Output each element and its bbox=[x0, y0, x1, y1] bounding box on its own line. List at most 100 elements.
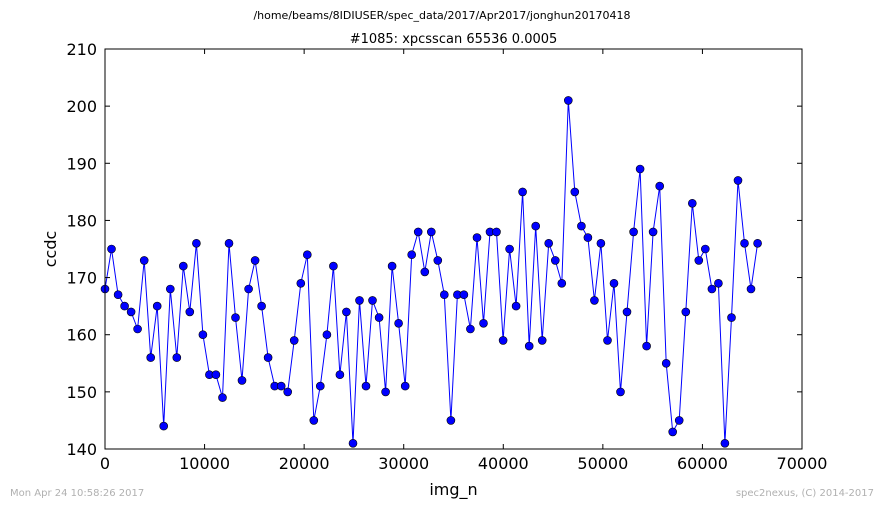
data-point bbox=[413, 227, 423, 237]
data-point bbox=[720, 438, 730, 448]
data-point bbox=[727, 313, 736, 322]
data-point bbox=[107, 244, 116, 254]
data-point bbox=[583, 233, 593, 242]
data-point bbox=[681, 307, 691, 317]
data-point bbox=[563, 96, 573, 105]
x-tick-label: 50000 bbox=[577, 454, 628, 473]
data-point bbox=[185, 307, 195, 317]
y-tick-label: 150 bbox=[66, 383, 97, 402]
data-point bbox=[642, 341, 651, 351]
data-point bbox=[740, 239, 749, 248]
data-point bbox=[231, 313, 240, 322]
x-tick-label: 10000 bbox=[179, 454, 230, 473]
y-tick-label: 170 bbox=[66, 269, 97, 288]
data-point bbox=[283, 387, 293, 397]
axes-frame bbox=[104, 48, 803, 450]
data-point bbox=[368, 296, 377, 305]
data-point bbox=[387, 261, 397, 271]
data-point bbox=[707, 284, 717, 294]
y-tick-label: 140 bbox=[66, 440, 97, 459]
data-point bbox=[237, 376, 247, 385]
data-point bbox=[426, 227, 436, 237]
data-point bbox=[550, 256, 560, 265]
data-point bbox=[714, 278, 723, 288]
data-point bbox=[544, 239, 554, 248]
data-point bbox=[622, 307, 632, 317]
data-point bbox=[609, 278, 619, 288]
y-tick-label: 160 bbox=[66, 326, 97, 345]
data-point bbox=[518, 187, 527, 197]
data-point bbox=[694, 256, 704, 265]
x-tick-label: 0 bbox=[100, 454, 110, 473]
data-point bbox=[479, 318, 488, 328]
data-point bbox=[648, 227, 658, 237]
data-point bbox=[687, 199, 697, 208]
data-point bbox=[342, 307, 351, 317]
data-point bbox=[126, 307, 136, 317]
data-point bbox=[276, 381, 286, 391]
data-point bbox=[133, 324, 142, 334]
data-point bbox=[531, 221, 541, 231]
data-point bbox=[146, 353, 155, 362]
y-axis-label: ccdc bbox=[41, 231, 60, 268]
x-tick-label: 70000 bbox=[777, 454, 828, 473]
y-tick-label: 180 bbox=[66, 211, 97, 230]
data-point bbox=[302, 250, 312, 259]
data-point bbox=[400, 381, 410, 391]
data-point bbox=[603, 336, 612, 345]
data-point bbox=[700, 244, 710, 254]
data-point bbox=[211, 370, 221, 380]
data-point bbox=[498, 336, 508, 345]
data-point bbox=[218, 393, 227, 402]
data-point bbox=[433, 256, 443, 265]
chart-title: #1085: xpcsscan 65536 0.0005 bbox=[350, 32, 558, 47]
x-tick-label: 30000 bbox=[378, 454, 429, 473]
data-point bbox=[361, 381, 371, 391]
data-point bbox=[590, 296, 599, 305]
data-point bbox=[635, 164, 645, 174]
series-line bbox=[104, 100, 759, 444]
data-point bbox=[505, 244, 514, 254]
data-point bbox=[616, 387, 625, 397]
data-point bbox=[472, 233, 482, 242]
data-point bbox=[296, 278, 306, 288]
data-point bbox=[661, 358, 671, 368]
data-point bbox=[374, 313, 384, 322]
data-point bbox=[446, 416, 456, 425]
data-point bbox=[179, 261, 188, 271]
data-point bbox=[655, 181, 665, 191]
data-point bbox=[570, 187, 580, 197]
data-point bbox=[439, 290, 449, 300]
data-point bbox=[289, 336, 299, 345]
data-point bbox=[577, 221, 586, 231]
data-point bbox=[263, 353, 273, 362]
data-point bbox=[733, 176, 743, 185]
x-axis-label: img_n bbox=[429, 480, 477, 500]
data-point bbox=[335, 370, 345, 380]
data-point bbox=[668, 427, 678, 437]
figure-suptitle: /home/beams/8IDIUSER/spec_data/2017/Apr2… bbox=[253, 9, 631, 22]
data-point bbox=[629, 227, 638, 237]
data-point bbox=[746, 284, 756, 294]
data-point bbox=[348, 438, 358, 448]
y-tick-label: 210 bbox=[66, 40, 97, 59]
data-point bbox=[329, 261, 338, 271]
data-point bbox=[198, 330, 208, 340]
x-tick-label: 20000 bbox=[279, 454, 330, 473]
data-point bbox=[172, 353, 182, 362]
data-point bbox=[511, 301, 521, 311]
data-point bbox=[159, 421, 168, 431]
data-point bbox=[466, 324, 475, 334]
data-point bbox=[459, 290, 469, 300]
data-point bbox=[120, 301, 129, 311]
data-point bbox=[524, 341, 534, 351]
data-point bbox=[355, 296, 364, 305]
data-point bbox=[322, 330, 332, 340]
x-tick-label: 60000 bbox=[677, 454, 728, 473]
data-point bbox=[674, 416, 684, 425]
data-point bbox=[315, 381, 325, 391]
data-point bbox=[152, 301, 162, 311]
plot-area bbox=[100, 96, 762, 448]
data-point bbox=[139, 256, 149, 265]
